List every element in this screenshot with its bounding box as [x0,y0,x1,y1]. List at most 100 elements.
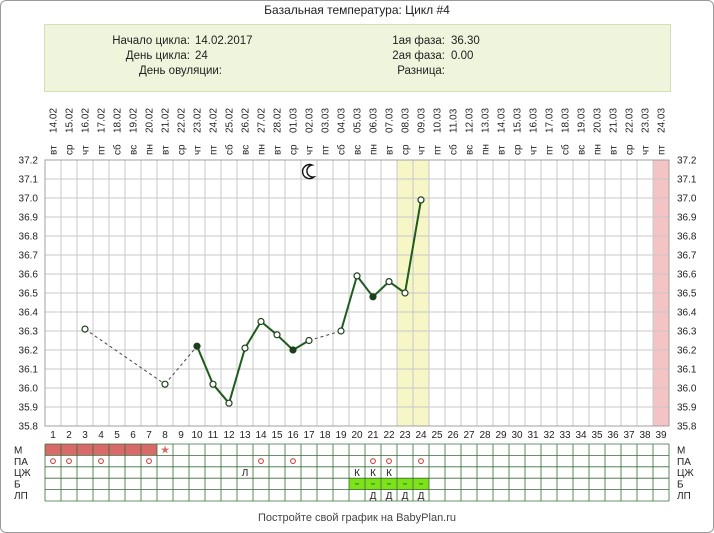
y-tick-label-right: 36.2 [677,346,697,357]
row-label-right: М [677,445,685,456]
x-tick-date-label: 21.03 [609,108,620,133]
x-tick-date-label: 15.03 [513,108,524,133]
x-tick-weekday-label: пт [209,145,220,155]
x-tick-date-label: 19.02 [129,108,140,133]
x-tick-weekday-label: чт [81,145,92,155]
x-tick-date-label: 28.02 [273,108,284,133]
x-tick-day-label: 8 [162,430,168,441]
temperature-line-segment [276,334,294,351]
x-tick-weekday-label: вс [353,145,364,155]
x-tick-weekday-label: сб [560,144,572,155]
row-cell-letter: К [386,468,392,479]
menstruation-cell [93,444,109,456]
temperature-point [81,325,89,333]
x-tick-day-label: 4 [98,430,104,441]
row-cell-letter: Л [242,468,249,479]
x-tick-weekday-label: вс [241,145,252,155]
intercourse-marker [50,458,56,465]
y-tick-label-left: 37.2 [19,156,39,167]
temperature-point [417,196,425,204]
x-tick-date-label: 03.03 [321,108,332,133]
x-tick-day-label: 2 [66,430,72,441]
row-cell-letter: Д [370,491,377,502]
row-cell-letter: К [370,468,376,479]
temperature-gap-segment [308,330,342,341]
menstruation-cell [77,444,93,456]
x-tick-day-label: 18 [319,430,331,441]
x-tick-weekday-label: чт [305,145,316,155]
x-tick-day-label: 29 [495,430,507,441]
x-tick-day-label: 34 [575,430,587,441]
x-tick-weekday-label: вт [609,145,620,155]
y-tick-label-left: 37.1 [19,175,39,186]
x-tick-date-label: 02.03 [305,108,316,133]
temperature-line-segment [340,275,358,332]
intercourse-marker [386,458,392,465]
phase1-label: 1ая фаза: [392,35,445,47]
x-tick-weekday-label: пн [481,144,492,155]
temperature-gap-segment [84,328,166,385]
row-label-right: ЛП [677,491,691,502]
x-tick-weekday-label: сб [336,144,348,155]
x-tick-date-label: 06.03 [369,108,380,133]
y-tick-label-right: 37.2 [677,156,697,167]
x-tick-weekday-label: вт [161,145,172,155]
x-tick-date-label: 07.03 [385,108,396,133]
x-tick-date-label: 20.02 [145,108,156,133]
y-tick-label-right: 36.4 [677,308,697,319]
x-tick-weekday-label: пт [321,145,332,155]
x-tick-date-label: 22.02 [177,108,188,133]
intercourse-marker [146,458,152,465]
y-tick-label-right: 36.0 [677,384,697,395]
temperature-point [193,342,201,350]
intercourse-marker [370,458,376,465]
x-tick-day-label: 21 [367,430,379,441]
row-label-right: Б [677,480,684,491]
x-tick-date-label: 26.02 [241,108,252,133]
menstruation-cell [45,444,61,456]
y-tick-label-right: 36.3 [677,327,697,338]
intercourse-marker [98,458,104,465]
x-tick-weekday-label: чт [529,145,540,155]
x-tick-day-label: 11 [208,430,219,441]
x-tick-day-label: 27 [463,430,475,441]
y-tick-label-left: 36.6 [19,270,39,281]
temperature-line-segment [212,383,230,404]
temperature-point [273,331,281,339]
temperature-line-segment [404,199,422,294]
x-tick-day-label: 6 [130,430,136,441]
intercourse-marker [290,458,296,465]
x-tick-weekday-label: пн [145,144,156,155]
x-tick-date-label: 25.02 [225,108,236,133]
x-tick-weekday-label: сб [112,144,124,155]
temperature-line-segment [356,275,374,298]
footer-link[interactable]: Постройте свой график на BabyPlan.ru [257,512,457,524]
menstruation-cell [125,444,141,456]
x-tick-date-label: 17.03 [545,108,556,133]
y-tick-label-left: 36.3 [19,327,39,338]
x-tick-date-label: 05.03 [353,108,364,133]
y-tick-label-right: 36.1 [677,365,697,376]
y-tick-label-left: 35.8 [19,422,39,433]
y-tick-label-left: 36.2 [19,346,39,357]
x-tick-date-label: 27.02 [257,108,268,133]
x-tick-day-label: 16 [287,430,299,441]
x-tick-date-label: 14.03 [497,108,508,133]
x-tick-day-label: 37 [623,430,635,441]
temperature-point [209,380,217,388]
y-tick-label-left: 36.8 [19,232,39,243]
temperature-point [257,317,265,326]
x-tick-date-label: 15.02 [65,108,76,133]
cycle-day-value: 24 [195,50,208,62]
x-tick-date-label: 22.03 [625,108,636,133]
y-tick-label-right: 36.5 [677,289,697,300]
x-tick-weekday-label: вс [577,145,588,155]
y-tick-label-left: 36.9 [19,213,39,224]
x-tick-date-label: 09.03 [417,108,428,133]
row-label-left: Б [14,480,21,491]
x-tick-date-label: 01.03 [289,108,300,133]
temperature-point [369,293,377,301]
x-tick-day-label: 38 [639,430,651,441]
x-tick-weekday-label: пн [369,144,380,155]
x-tick-date-label: 16.02 [81,108,92,133]
